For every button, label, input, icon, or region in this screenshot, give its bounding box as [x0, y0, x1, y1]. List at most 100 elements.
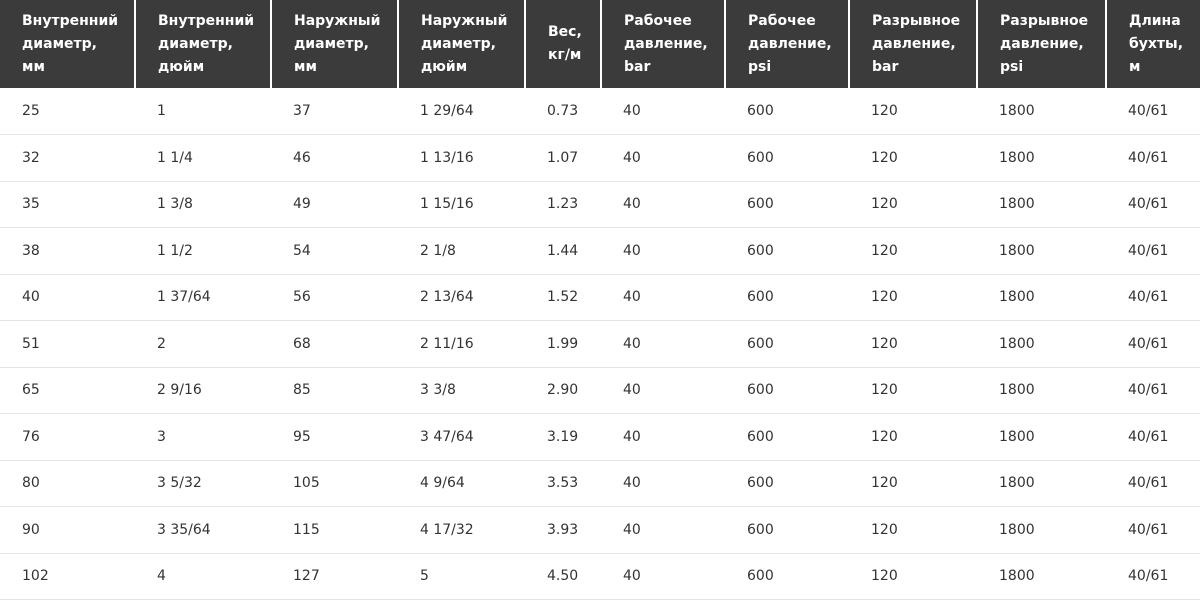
table-cell: 40/61 — [1106, 88, 1200, 135]
table-row: 76 3 95 3 47/64 3.19 40 600 120 1800 40/61 — [0, 413, 1200, 461]
table-cell: 40 — [601, 181, 725, 228]
table-cell: 3 — [135, 413, 271, 461]
table-cell: 56 — [271, 274, 398, 321]
table-cell: 1 13/16 — [398, 134, 525, 182]
table-cell: 1.99 — [525, 320, 601, 368]
table-row: 51 2 68 2 11/16 1.99 40 600 120 1800 40/61 — [0, 320, 1200, 368]
table-cell: 40 — [601, 88, 725, 135]
table-cell: 120 — [849, 227, 977, 275]
table-cell: 40 — [601, 134, 725, 182]
header-cell: Внутренний диаметр, мм — [0, 0, 135, 88]
header-cell: Рабочее давление, bar — [600, 0, 725, 88]
table-cell: 1800 — [977, 413, 1106, 461]
table-row: 35 1 3/8 49 1 15/16 1.23 40 600 120 1800 40/61 — [0, 181, 1200, 228]
table-cell: 90 — [0, 506, 135, 554]
table-cell: 40 — [601, 227, 725, 275]
table-cell: 0.73 — [525, 88, 601, 135]
table-cell: 2 11/16 — [398, 320, 525, 368]
table-cell: 120 — [849, 506, 977, 554]
table-cell: 600 — [725, 506, 849, 554]
table-cell: 85 — [271, 367, 398, 414]
table-cell: 120 — [849, 413, 977, 461]
table-cell: 40/61 — [1106, 553, 1200, 600]
table-cell: 3 35/64 — [135, 506, 271, 554]
header-cell: Внутренний диаметр, дюйм — [134, 0, 271, 88]
table-cell: 120 — [849, 134, 977, 182]
table-cell: 40 — [601, 460, 725, 507]
table-cell: 40 — [601, 367, 725, 414]
table-cell: 1800 — [977, 274, 1106, 321]
table-cell: 600 — [725, 553, 849, 600]
table-cell: 1.44 — [525, 227, 601, 275]
table-cell: 127 — [271, 553, 398, 600]
table-cell: 2 13/64 — [398, 274, 525, 321]
table-cell: 3 3/8 — [398, 367, 525, 414]
table-cell: 32 — [0, 134, 135, 182]
table-cell: 54 — [271, 227, 398, 275]
table-cell: 76 — [0, 413, 135, 461]
table-cell: 40/61 — [1106, 413, 1200, 461]
table-cell: 40 — [601, 413, 725, 461]
table-cell: 1800 — [977, 134, 1106, 182]
table-cell: 4 9/64 — [398, 460, 525, 507]
table-cell: 40/61 — [1106, 274, 1200, 321]
table-cell: 2 1/8 — [398, 227, 525, 275]
table-cell: 2 9/16 — [135, 367, 271, 414]
table-cell: 3 47/64 — [398, 413, 525, 461]
table-cell: 600 — [725, 227, 849, 275]
table-cell: 120 — [849, 320, 977, 368]
table-cell: 68 — [271, 320, 398, 368]
table-body: 25 1 37 1 29/64 0.73 40 600 120 1800 40/61 32 1 1/4… — [0, 88, 1200, 600]
table-cell: 600 — [725, 134, 849, 182]
table-cell: 40/61 — [1106, 181, 1200, 228]
table-cell: 1.07 — [525, 134, 601, 182]
table-cell: 102 — [0, 553, 135, 600]
table-cell: 120 — [849, 181, 977, 228]
table-row: 90 3 35/64 115 4 17/32 3.93 40 600 120 1800 40/61 — [0, 506, 1200, 554]
table-cell: 40 — [601, 274, 725, 321]
table-cell: 5 — [398, 553, 525, 600]
table-cell: 40 — [601, 553, 725, 600]
table-cell: 1800 — [977, 320, 1106, 368]
table-cell: 2.90 — [525, 367, 601, 414]
table-cell: 105 — [271, 460, 398, 507]
table-cell: 65 — [0, 367, 135, 414]
header-row: Внутренний диаметр, мм Внутренний диаметр… — [0, 0, 1200, 88]
table-cell: 40 — [601, 320, 725, 368]
header-cell: Разрывное давление, bar — [848, 0, 977, 88]
table-cell: 600 — [725, 460, 849, 507]
table-cell: 600 — [725, 367, 849, 414]
table-cell: 80 — [0, 460, 135, 507]
table-cell: 1.23 — [525, 181, 601, 228]
table-row: 80 3 5/32 105 4 9/64 3.53 40 600 120 1800 40/61 — [0, 460, 1200, 507]
table-cell: 40 — [0, 274, 135, 321]
table-cell: 2 — [135, 320, 271, 368]
table-cell: 1 29/64 — [398, 88, 525, 135]
table-cell: 1800 — [977, 367, 1106, 414]
table-cell: 40/61 — [1106, 227, 1200, 275]
table-cell: 115 — [271, 506, 398, 554]
table-cell: 1 — [135, 88, 271, 135]
table-cell: 3.53 — [525, 460, 601, 507]
table-cell: 40/61 — [1106, 320, 1200, 368]
table-cell: 1800 — [977, 506, 1106, 554]
table-cell: 600 — [725, 320, 849, 368]
table-cell: 1800 — [977, 88, 1106, 135]
table-cell: 120 — [849, 460, 977, 507]
table-cell: 25 — [0, 88, 135, 135]
table-cell: 35 — [0, 181, 135, 228]
table-cell: 46 — [271, 134, 398, 182]
table-cell: 1 15/16 — [398, 181, 525, 228]
table-row: 32 1 1/4 46 1 13/16 1.07 40 600 120 1800 40/61 — [0, 134, 1200, 182]
table-cell: 1.52 — [525, 274, 601, 321]
table-cell: 4.50 — [525, 553, 601, 600]
table-cell: 95 — [271, 413, 398, 461]
table-row: 65 2 9/16 85 3 3/8 2.90 40 600 120 1800 40/61 — [0, 367, 1200, 414]
table-cell: 120 — [849, 274, 977, 321]
header-cell: Длина бухты, м — [1105, 0, 1200, 88]
table-cell: 1800 — [977, 181, 1106, 228]
table-row: 25 1 37 1 29/64 0.73 40 600 120 1800 40/61 — [0, 88, 1200, 135]
table-cell: 1 1/4 — [135, 134, 271, 182]
